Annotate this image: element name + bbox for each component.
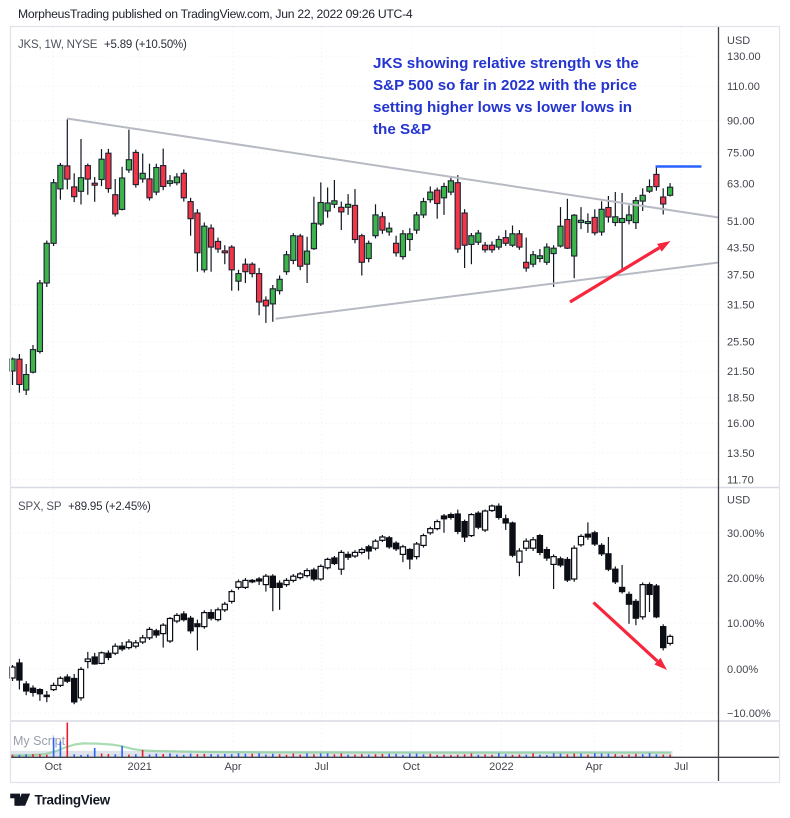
svg-text:20.00%: 20.00% <box>727 573 765 585</box>
svg-text:Jul: Jul <box>674 761 688 773</box>
svg-text:Jul: Jul <box>314 761 328 773</box>
svg-text:2021: 2021 <box>127 761 151 773</box>
svg-text:MorpheusTrading published on T: MorpheusTrading published on TradingView… <box>18 7 413 21</box>
svg-text:30.00%: 30.00% <box>727 528 765 540</box>
svg-text:90.00: 90.00 <box>727 115 755 127</box>
svg-text:Oct: Oct <box>45 761 62 773</box>
svg-text:37.50: 37.50 <box>727 269 755 281</box>
svg-text:SPX, SP: SPX, SP <box>18 501 62 513</box>
svg-text:18.50: 18.50 <box>727 393 755 405</box>
svg-text:+5.89 (+10.50%): +5.89 (+10.50%) <box>104 39 187 51</box>
svg-text:51.00: 51.00 <box>727 216 755 228</box>
svg-text:JKS, 1W, NYSE: JKS, 1W, NYSE <box>18 39 98 51</box>
svg-text:31.50: 31.50 <box>727 299 755 311</box>
svg-text:+89.95 (+2.45%): +89.95 (+2.45%) <box>68 501 151 513</box>
svg-text:2022: 2022 <box>489 761 513 773</box>
svg-text:the S&P: the S&P <box>373 121 431 138</box>
svg-text:setting higher lows vs lower l: setting higher lows vs lower lows in <box>373 99 632 116</box>
svg-text:21.50: 21.50 <box>727 366 755 378</box>
svg-text:My Script: My Script <box>13 734 66 748</box>
svg-text:130.00: 130.00 <box>727 51 761 63</box>
svg-text:43.50: 43.50 <box>727 243 755 255</box>
svg-text:13.50: 13.50 <box>727 448 755 460</box>
svg-text:TradingView: TradingView <box>35 793 111 808</box>
svg-text:Oct: Oct <box>403 761 420 773</box>
svg-text:JKS showing relative strength: JKS showing relative strength vs the <box>373 55 639 72</box>
svg-text:25.50: 25.50 <box>727 336 755 348</box>
svg-text:11.70: 11.70 <box>727 474 754 486</box>
svg-text:USD: USD <box>727 35 750 47</box>
svg-text:75.00: 75.00 <box>727 148 755 160</box>
svg-text:S&P 500 so far in 2022 with th: S&P 500 so far in 2022 with the price <box>373 77 637 94</box>
svg-text:16.00: 16.00 <box>727 418 755 430</box>
svg-text:0.00%: 0.00% <box>727 664 758 676</box>
svg-text:110.00: 110.00 <box>727 81 760 93</box>
svg-text:Apr: Apr <box>585 761 602 773</box>
svg-text:Apr: Apr <box>224 761 241 773</box>
svg-text:−10.00%: −10.00% <box>727 708 771 720</box>
svg-text:USD: USD <box>727 495 750 507</box>
svg-text:10.00%: 10.00% <box>727 618 765 630</box>
svg-text:63.00: 63.00 <box>727 179 755 191</box>
